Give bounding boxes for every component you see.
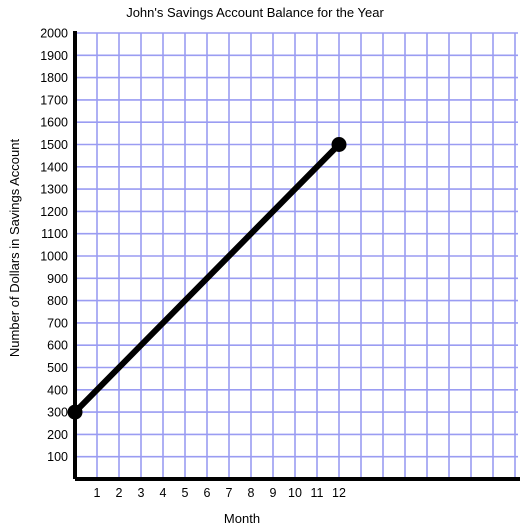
data-point <box>67 404 83 420</box>
y-tick-label: 900 <box>47 272 68 286</box>
y-tick-label: 2000 <box>40 27 68 41</box>
y-tick-label: 800 <box>47 294 68 308</box>
x-tick-label: 11 <box>311 486 324 500</box>
y-axis-title: Number of Dollars in Savings Account <box>7 139 22 358</box>
y-tick-label: 300 <box>47 406 68 420</box>
y-tick-label: 200 <box>47 428 68 442</box>
y-tick-label: 1300 <box>40 183 68 197</box>
axes <box>73 31 520 481</box>
labels: 100 200 300 400 500 600 700 800 900 1000 1100 1200 1… <box>40 27 346 501</box>
x-tick-label: 9 <box>270 486 277 500</box>
series <box>67 137 347 420</box>
y-tick-label: 1000 <box>40 250 68 264</box>
x-tick-label: 8 <box>248 486 255 500</box>
series-line <box>72 141 342 416</box>
y-tick-label: 1700 <box>40 93 68 107</box>
y-tick-label: 1100 <box>41 227 68 241</box>
data-point <box>331 137 347 152</box>
x-tick-label: 6 <box>204 486 211 500</box>
x-tick-label: 4 <box>160 486 167 500</box>
x-tick-label: 12 <box>332 486 346 500</box>
y-tick-label: 1600 <box>40 116 68 130</box>
y-tick-label: 1800 <box>40 71 68 85</box>
x-tick-label: 3 <box>138 486 145 500</box>
y-tick-label: 1200 <box>40 205 68 219</box>
y-tick-label: 400 <box>47 383 68 397</box>
x-tick-label: 1 <box>94 486 101 500</box>
chart-title: John's Savings Account Balance for the Y… <box>126 5 384 20</box>
y-tick-label: 600 <box>47 339 68 353</box>
grid <box>75 32 518 479</box>
x-tick-label: 7 <box>226 486 233 500</box>
x-tick-label: 5 <box>182 486 189 500</box>
x-axis-title: Month <box>224 511 260 526</box>
y-tick-label: 100 <box>47 450 68 464</box>
y-tick-label: 1500 <box>40 138 68 152</box>
y-tick-label: 500 <box>47 361 68 375</box>
x-tick-label: 10 <box>288 486 302 500</box>
y-tick-label: 1400 <box>40 160 68 174</box>
x-tick-label: 2 <box>116 486 123 500</box>
y-tick-label: 1900 <box>40 49 68 63</box>
y-tick-label: 700 <box>47 316 68 330</box>
